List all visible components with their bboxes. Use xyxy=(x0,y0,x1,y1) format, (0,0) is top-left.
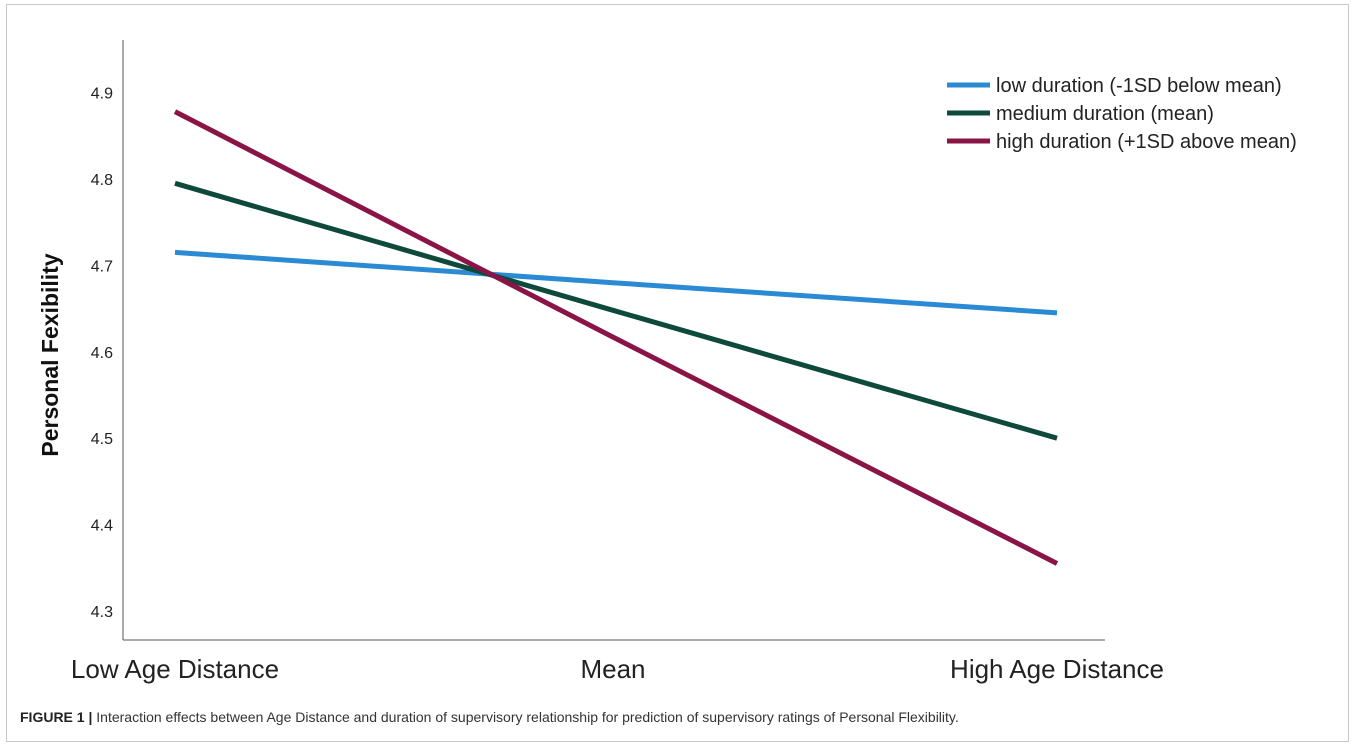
legend-label: low duration (-1SD below mean) xyxy=(996,75,1282,97)
legend-label: medium duration (mean) xyxy=(996,103,1214,125)
series-line xyxy=(174,180,1058,441)
y-tick-label: 4.5 xyxy=(91,431,113,448)
x-tick-label: Mean xyxy=(580,654,645,684)
y-axis-label: Personal Fexibility xyxy=(37,253,63,456)
legend-label: high duration (+1SD above mean) xyxy=(996,131,1297,153)
caption-separator: | xyxy=(88,709,93,725)
caption-label: FIGURE 1 xyxy=(20,709,85,725)
y-tick-label: 4.7 xyxy=(91,258,113,275)
x-tick-label: High Age Distance xyxy=(950,654,1164,684)
x-tick-label: Low Age Distance xyxy=(71,654,279,684)
figure-caption: FIGURE 1 | Interaction effects between A… xyxy=(20,709,1340,725)
series-line xyxy=(173,109,1059,566)
y-tick-label: 4.8 xyxy=(91,172,113,189)
y-tick-label: 4.3 xyxy=(91,604,113,621)
series-line xyxy=(174,249,1058,316)
line-chart: 4.3 4.4 4.5 4.6 4.7 4.8 4.9 Personal Fexibility… xyxy=(37,40,1297,684)
y-tick-label: 4.4 xyxy=(91,518,113,535)
y-tick-label: 4.6 xyxy=(91,345,113,362)
y-tick-label: 4.9 xyxy=(91,86,113,103)
figure-frame xyxy=(6,4,1349,742)
caption-text: Interaction effects between Age Distance… xyxy=(96,709,959,725)
